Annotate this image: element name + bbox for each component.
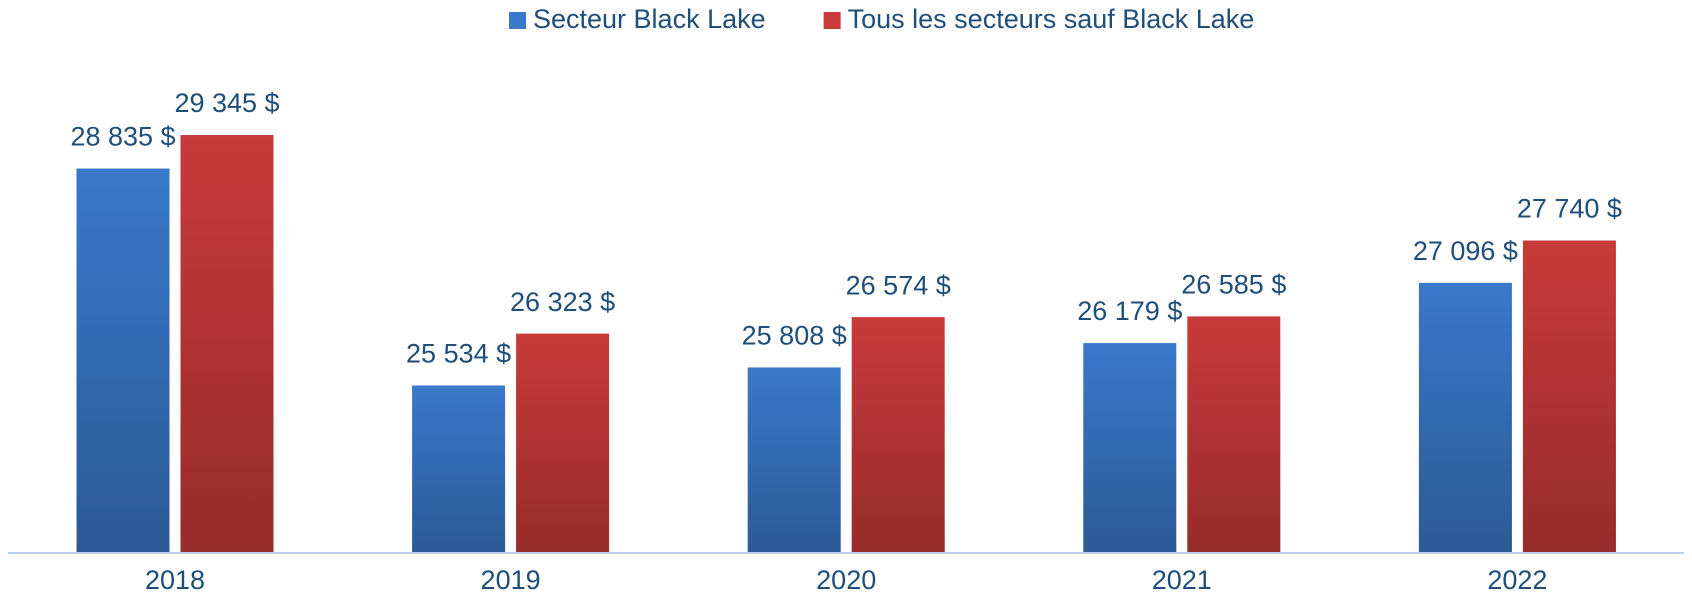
bar-shade: [747, 367, 841, 552]
bar-shade: [412, 385, 506, 552]
data-label: 28 835 $: [70, 122, 175, 152]
x-tick-label: 2019: [481, 565, 541, 595]
x-tick-label: 2020: [816, 565, 876, 595]
legend-swatch: [509, 12, 526, 29]
legend-swatch: [823, 12, 841, 29]
bar-shade: [851, 317, 945, 552]
data-label: 29 345 $: [174, 88, 279, 118]
data-label: 27 096 $: [1413, 236, 1518, 266]
data-label: 26 323 $: [510, 287, 615, 317]
bar-shade: [1187, 316, 1281, 552]
bar-shade: [1522, 240, 1616, 552]
x-tick-label: 2021: [1152, 565, 1212, 595]
legend-label: Tous les secteurs sauf Black Lake: [848, 4, 1255, 34]
bar-shade: [1083, 343, 1177, 552]
bar-shade: [180, 135, 274, 553]
bar-shade: [516, 333, 610, 552]
legend-label: Secteur Black Lake: [533, 4, 766, 34]
data-label: 25 808 $: [742, 321, 847, 351]
data-label: 25 534 $: [406, 339, 511, 369]
data-label: 26 179 $: [1077, 296, 1182, 326]
data-label: 27 740 $: [1517, 194, 1622, 224]
x-tick-label: 2018: [145, 565, 205, 595]
bar-shade: [1418, 282, 1512, 552]
x-tick-label: 2022: [1487, 565, 1547, 595]
data-label: 26 574 $: [846, 270, 951, 300]
bar-shade: [76, 168, 170, 553]
data-label: 26 585 $: [1181, 270, 1286, 300]
